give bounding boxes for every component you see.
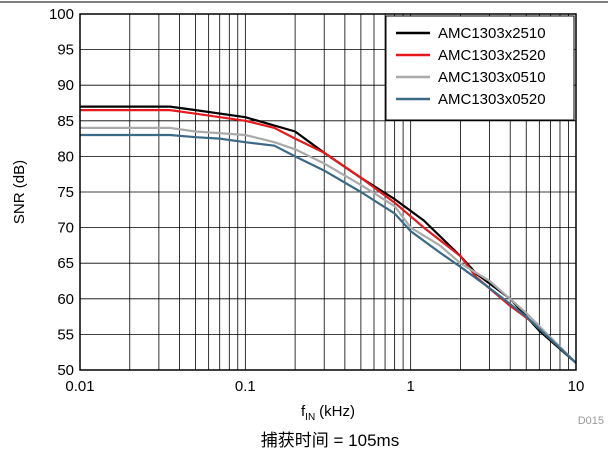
plot-frame bbox=[79, 13, 577, 371]
figure-id: D015 bbox=[578, 415, 604, 427]
y-tick-label: 75 bbox=[57, 184, 74, 201]
y-tick-label: 95 bbox=[57, 42, 74, 59]
x-tick-label: 0.01 bbox=[65, 378, 94, 395]
y-tick-label: 85 bbox=[57, 113, 74, 130]
x-axis-label-subscript: IN bbox=[305, 412, 315, 423]
series-line-amc1303x2510 bbox=[80, 105, 577, 364]
x-tick-label: 1 bbox=[406, 378, 414, 395]
x-tick-label: 10 bbox=[568, 378, 585, 395]
tick-labels: 50 55 60 65 70 75 80 85 90 95 100 0.01 0.1 1 10 bbox=[49, 6, 584, 395]
y-tick-label: 90 bbox=[57, 77, 74, 94]
y-tick-label: 50 bbox=[57, 362, 74, 379]
y-tick-label: 60 bbox=[57, 291, 74, 308]
legend: AMC1303x2510 AMC1303x2520 AMC1303x0510 AMC1… bbox=[385, 15, 575, 121]
y-tick-label: 100 bbox=[49, 6, 74, 23]
series-line-amc1303x0520 bbox=[80, 133, 577, 364]
x-axis-label-main: f bbox=[301, 403, 306, 420]
legend-label: AMC1303x0520 bbox=[438, 91, 546, 108]
caption: 捕获时间 = 105ms bbox=[261, 431, 399, 450]
x-axis-label-unit: (kHz) bbox=[319, 403, 355, 420]
y-axis-label: SNR (dB) bbox=[11, 160, 28, 224]
series-line-amc1303x2520 bbox=[80, 108, 577, 364]
y-tick-label: 55 bbox=[57, 326, 74, 343]
x-tick-label: 0.1 bbox=[235, 378, 256, 395]
legend-label: AMC1303x0510 bbox=[438, 69, 546, 86]
x-axis-label: fIN (kHz) bbox=[301, 403, 355, 423]
legend-label: AMC1303x2510 bbox=[438, 25, 546, 42]
series-line-amc1303x0510 bbox=[80, 126, 577, 364]
y-tick-label: 65 bbox=[57, 255, 74, 272]
y-tick-label: 80 bbox=[57, 148, 74, 165]
series-lines bbox=[80, 105, 577, 364]
legend-label: AMC1303x2520 bbox=[438, 47, 546, 64]
y-tick-label: 70 bbox=[57, 220, 74, 237]
